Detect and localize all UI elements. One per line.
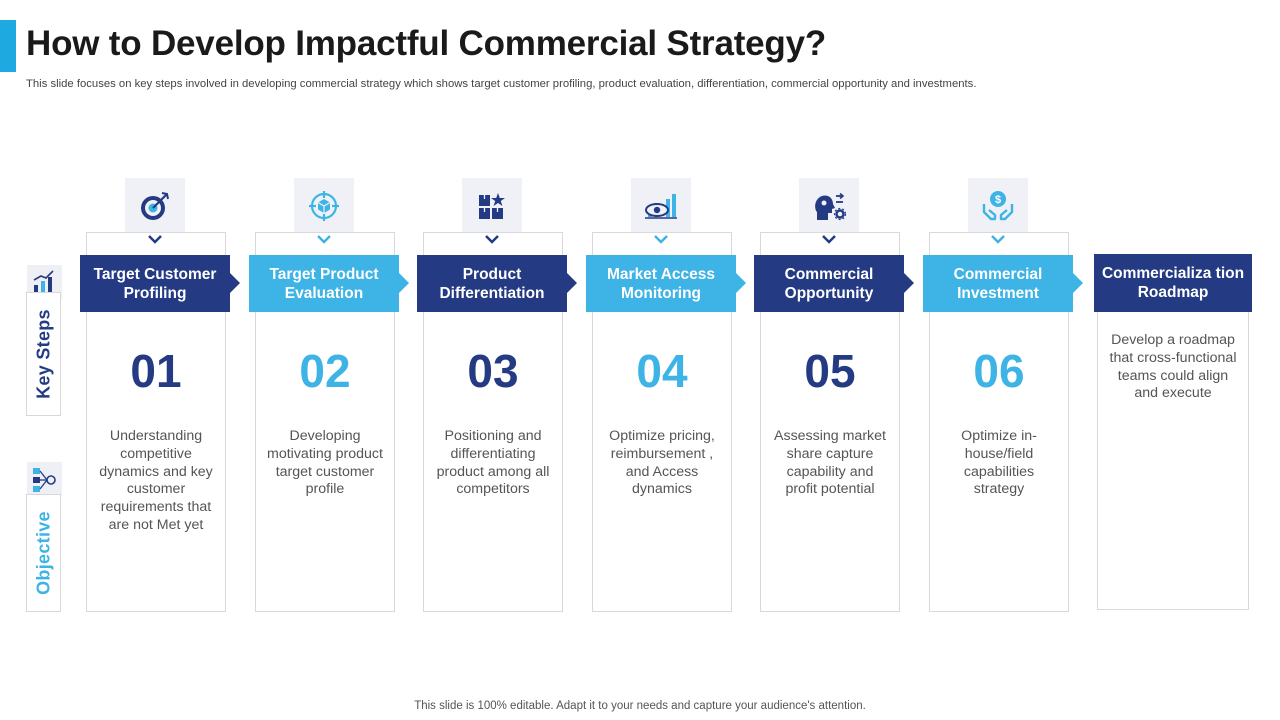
page-title: How to Develop Impactful Commercial Stra… [26,24,827,63]
step-number: 01 [130,345,182,397]
step-objective: Assessing market share capture capabilit… [774,428,886,498]
chevron-down-icon [822,235,836,244]
step-header-label: Target Product Evaluation [269,265,379,302]
step-objective: Optimize pricing, reimbursement , and Ac… [609,428,715,498]
boxes-star-icon [462,178,522,232]
objective-label: Objective [33,511,53,595]
step-header-label: Market Access Monitoring [607,265,715,302]
step-column-5: Commercial Opportunity 05 Assessing mark… [754,178,914,614]
chevron-down-icon [485,235,499,244]
step-number: 03 [467,345,519,397]
step-column-6: $ Commercial Investment 06 Optimize in-h… [923,178,1083,614]
hands-dollar-icon: $ [968,178,1028,232]
eye-chart-icon [631,178,691,232]
step-number: 04 [636,345,688,397]
chevron-down-icon [317,235,331,244]
step-number: 06 [973,345,1025,397]
target-icon [125,178,185,232]
objective-flow-icon [27,462,62,496]
arrow-right-icon [399,273,409,293]
footer-note: This slide is 100% editable. Adapt it to… [414,700,866,712]
arrow-right-icon [904,273,914,293]
step-header: Market Access Monitoring [586,255,746,312]
svg-text:$: $ [995,194,1001,206]
step-header: Commercial Investment [923,255,1083,312]
crosshair-box-icon [294,178,354,232]
chevron-down-icon [148,235,162,244]
step-objective: Developing motivating product target cus… [267,428,383,498]
page-subtitle: This slide focuses on key steps involved… [26,78,977,90]
step-objective: Optimize in-house/field capabilities str… [961,428,1037,498]
step-header-label: Commercial Investment [953,265,1043,302]
step-objective: Understanding competitive dynamics and k… [99,428,213,533]
step-number: 05 [804,345,856,397]
arrow-right-icon [1073,273,1083,293]
step-column-3: Product Differentiation 03 Positioning a… [417,178,577,614]
key-steps-label: Key Steps [33,309,53,399]
step-header: Product Differentiation [417,255,577,312]
objective-label-box: Objective [26,494,61,612]
step-objective: Positioning and differentiating product … [436,428,550,498]
key-steps-label-box: Key Steps [26,292,61,416]
step-header: Target Customer Profiling [80,255,240,312]
title-accent-bar [0,20,16,72]
arrow-right-icon [230,273,240,293]
arrow-right-icon [736,273,746,293]
head-gears-icon [799,178,859,232]
step-header-label: Commercial Opportunity [784,265,874,302]
step-header-label: Product Differentiation [439,265,545,302]
step-number: 02 [299,345,351,397]
step-column-2: Target Product Evaluation 02 Developing … [249,178,409,614]
roadmap-objective: Develop a roadmap that cross-functional … [1109,332,1237,402]
step-column-1: Target Customer Profiling 01 Understandi… [80,178,240,614]
arrow-right-icon [567,273,577,293]
step-column-4: Market Access Monitoring 04 Optimize pri… [586,178,746,614]
roadmap-card [1097,254,1249,610]
step-header: Commercial Opportunity [754,255,914,312]
step-header-label: Target Customer Profiling [93,265,217,302]
step-header: Target Product Evaluation [249,255,409,312]
chevron-down-icon [654,235,668,244]
chevron-down-icon [991,235,1005,244]
roadmap-column: Commercializa tion Roadmap Develop a roa… [1094,254,1252,612]
roadmap-header: Commercializa tion Roadmap [1094,254,1252,312]
